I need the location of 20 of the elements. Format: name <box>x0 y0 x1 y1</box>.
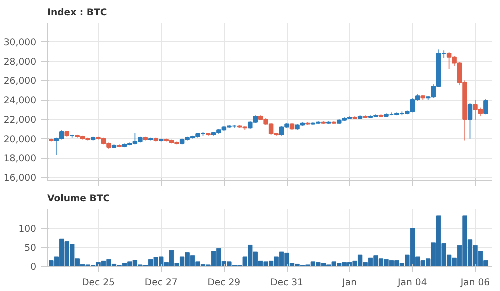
y-tick-label: 24,000 <box>4 96 37 107</box>
chart-title: Index : BTC <box>48 8 108 18</box>
y-tick-label: 50 <box>24 243 37 254</box>
x-tick-label: Dec 27 <box>144 278 178 288</box>
x-tick-label: Dec 29 <box>208 278 241 288</box>
x-tick-label: Jan 04 <box>397 278 428 288</box>
y-tick-label: 100 <box>18 224 37 235</box>
y-tick-label: 0 <box>30 262 37 273</box>
y-tick-label: 20,000 <box>4 134 37 146</box>
x-tick-label: Jan <box>342 278 358 288</box>
y-tick-label: 18,000 <box>4 154 37 165</box>
y-tick-label: 26,000 <box>4 76 37 88</box>
y-tick-label: 22,000 <box>4 114 37 126</box>
y-tick-label: 28,000 <box>4 56 37 68</box>
y-tick-label: 16,000 <box>4 173 37 184</box>
x-tick-label: Dec 25 <box>82 278 116 288</box>
chart-title: Volume BTC <box>48 194 110 204</box>
y-tick-label: 30,000 <box>4 37 37 48</box>
x-tick-label: Jan 06 <box>460 278 490 288</box>
x-tick-label: Dec 31 <box>270 278 304 288</box>
